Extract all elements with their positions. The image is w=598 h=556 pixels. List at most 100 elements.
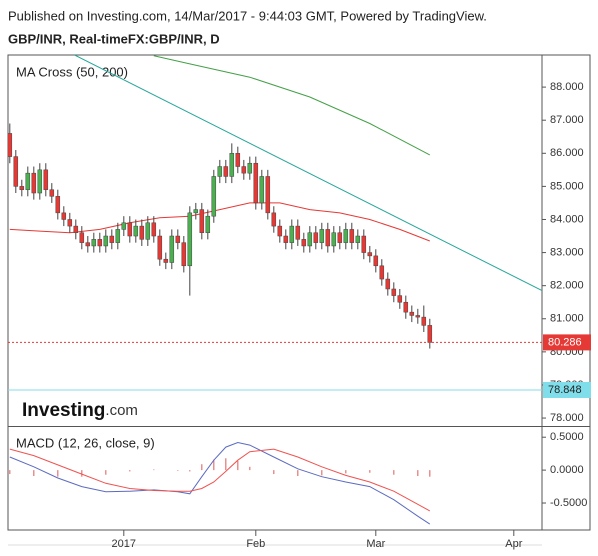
candle-body	[145, 222, 151, 240]
candle-body	[241, 166, 247, 174]
candle-body	[247, 162, 253, 174]
y-tick-label: 84.000	[550, 213, 584, 225]
candle-body	[139, 225, 145, 240]
candle-body	[127, 222, 133, 237]
price-label-box	[543, 334, 591, 351]
candle-body	[169, 235, 175, 263]
candle-body	[319, 229, 325, 243]
symbol-title: GBP/INR, Real-timeFX:GBP/INR, D	[8, 31, 220, 46]
candle-body	[223, 166, 229, 177]
y-tick-label: 0.5000	[550, 431, 584, 443]
candle-body	[391, 288, 397, 296]
candle-body	[97, 239, 103, 247]
price-label-box	[543, 381, 591, 398]
macd-plot	[9, 441, 431, 525]
frame	[7, 54, 591, 531]
price-plot	[8, 55, 542, 391]
candle-body	[13, 156, 19, 187]
y-tick-label: 85.000	[550, 180, 584, 192]
candle-body	[175, 235, 181, 243]
candle-body	[103, 235, 109, 247]
candle-body	[295, 225, 301, 240]
candle-body	[187, 212, 193, 267]
y-tick-label: 81.000	[550, 313, 584, 325]
candle-body	[8, 133, 13, 157]
candle-body	[31, 172, 37, 194]
y-tick-label: 86.000	[550, 147, 584, 159]
candle-body	[211, 176, 217, 217]
candle-body	[121, 222, 127, 230]
candle-body	[85, 242, 91, 247]
candle-body	[289, 225, 295, 243]
y-tick-label: 78.000	[550, 412, 584, 424]
candle-body	[259, 176, 265, 204]
candle-body	[49, 189, 55, 197]
candle-body	[265, 176, 271, 214]
logo-suffix: .com	[105, 402, 138, 419]
candle-body	[271, 212, 277, 227]
candle-body	[229, 153, 235, 177]
candle-body	[163, 258, 169, 263]
candle-body	[421, 316, 427, 326]
candle-body	[409, 311, 415, 316]
candle-body	[157, 235, 163, 260]
candle-body	[67, 219, 73, 227]
candle-body	[313, 232, 319, 243]
candle-body	[235, 153, 241, 167]
candle-body	[277, 225, 283, 237]
candle-body	[307, 232, 313, 247]
legend: MA Cross (50, 200)	[16, 64, 128, 79]
y-tick-label: -0.5000	[550, 497, 587, 509]
candle-body	[43, 169, 49, 190]
candle-body	[337, 232, 343, 243]
axes: 78.00079.00080.00081.00082.00083.00084.0…	[112, 81, 591, 550]
candle-body	[367, 252, 373, 257]
candle-body	[19, 186, 25, 190]
candle-body	[325, 229, 331, 247]
macd-line	[9, 448, 431, 512]
candle-body	[283, 235, 289, 243]
candle-body	[427, 325, 433, 343]
x-tick-label: 2017	[112, 538, 136, 550]
published-note: Published on Investing.com, 14/Mar/2017 …	[8, 8, 487, 23]
candle-body	[199, 209, 205, 233]
candle-body	[25, 172, 31, 190]
macd-line	[9, 441, 431, 525]
indicator-line	[74, 55, 542, 292]
candle-body	[349, 229, 355, 243]
candle-body	[55, 196, 61, 214]
y-tick-label: 83.000	[550, 246, 584, 258]
legend: MACD (12, 26, close, 9)	[16, 435, 155, 450]
candle-body	[133, 225, 139, 237]
candle-body	[379, 265, 385, 280]
candle-body	[301, 239, 307, 247]
candle-body	[37, 169, 43, 194]
candle-body	[79, 232, 85, 243]
candle-body	[73, 225, 79, 233]
candle-body	[355, 235, 361, 243]
y-tick-label: 0.0000	[550, 464, 584, 476]
candle-body	[397, 295, 403, 303]
x-tick-label: Feb	[246, 538, 265, 550]
candle-body	[385, 278, 391, 290]
logo-main: Investing	[22, 400, 105, 421]
candle-body	[115, 229, 121, 243]
candle-body	[151, 222, 157, 237]
candle-body	[205, 215, 211, 233]
candle-body	[361, 235, 367, 253]
candle-body	[253, 162, 259, 204]
candle-body	[109, 235, 115, 243]
candle-body	[373, 255, 379, 267]
indicator-line	[9, 202, 430, 242]
x-tick-label: Apr	[505, 538, 522, 550]
candle-body	[61, 212, 67, 220]
y-tick-label: 82.000	[550, 280, 584, 292]
candle-body	[217, 166, 223, 177]
candle-body	[181, 242, 187, 267]
price-label: 78.848	[548, 384, 582, 396]
candle-body	[193, 209, 199, 214]
candle-body	[415, 315, 421, 318]
x-tick-label: Mar	[366, 538, 385, 550]
